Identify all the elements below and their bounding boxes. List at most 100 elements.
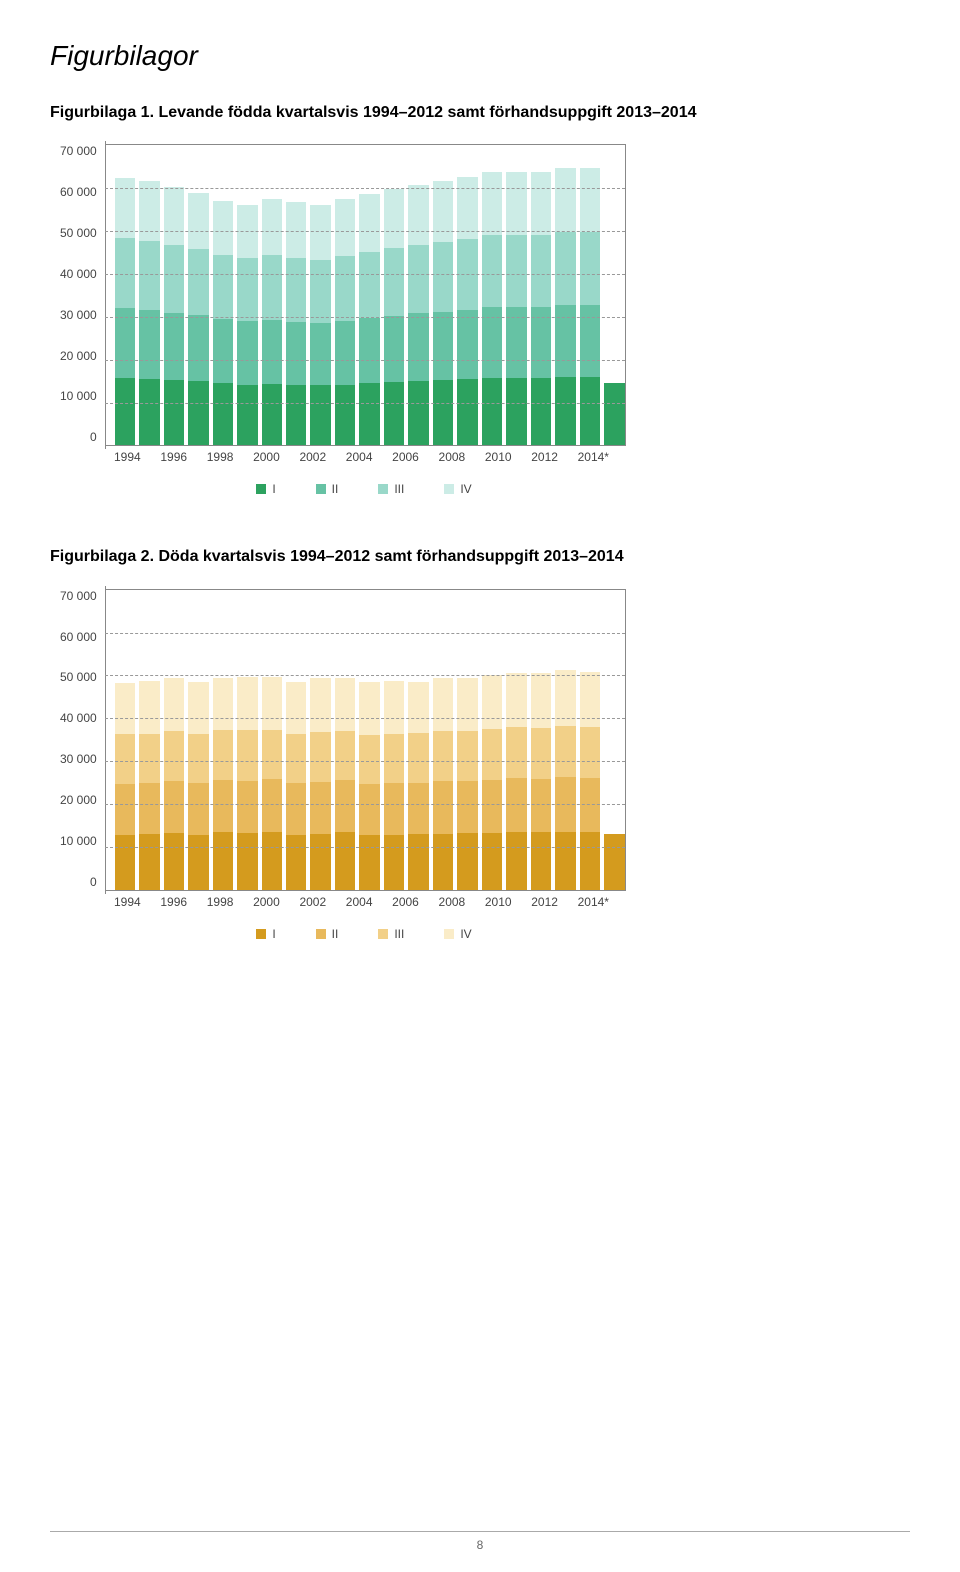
bar-segment xyxy=(482,729,502,780)
bar-segment xyxy=(115,238,135,309)
bar xyxy=(237,205,257,445)
bar-segment xyxy=(555,832,575,890)
bar-segment xyxy=(457,678,477,732)
ytick-label: 30 000 xyxy=(60,752,97,766)
bar-segment xyxy=(139,834,159,890)
bar-segment xyxy=(262,730,282,780)
bar xyxy=(555,168,575,446)
xtick-label: 2002 xyxy=(299,450,345,464)
bar xyxy=(115,683,135,890)
figure-1-plot xyxy=(105,144,626,446)
bar-segment xyxy=(115,308,135,377)
xtick-label: 2008 xyxy=(439,895,485,909)
bar-segment xyxy=(457,379,477,445)
bar xyxy=(604,834,624,890)
bar-segment xyxy=(237,385,257,446)
bar-segment xyxy=(115,683,135,734)
figure-1-yaxis: 70 00060 00050 00040 00030 00020 00010 0… xyxy=(60,144,105,444)
legend-item: III xyxy=(378,927,404,941)
bar-segment xyxy=(262,779,282,832)
bar-segment xyxy=(457,310,477,379)
ytick-label: 60 000 xyxy=(60,185,97,199)
bar xyxy=(262,677,282,890)
bar-segment xyxy=(604,834,624,890)
bar-segment xyxy=(359,194,379,252)
page-number: 8 xyxy=(477,1538,484,1552)
bar-segment xyxy=(555,377,575,446)
bar xyxy=(164,678,184,890)
legend-label: III xyxy=(394,927,404,941)
bar xyxy=(213,678,233,890)
bar-segment xyxy=(286,385,306,445)
bar-segment xyxy=(482,675,502,729)
bar xyxy=(262,199,282,445)
bar-segment xyxy=(139,783,159,834)
ytick-label: 40 000 xyxy=(60,711,97,725)
bar-segment xyxy=(408,313,428,381)
bar-segment xyxy=(531,728,551,779)
bar-segment xyxy=(359,735,379,784)
xtick-label: 2000 xyxy=(253,895,299,909)
bar-segment xyxy=(188,783,208,834)
xtick-label: 2004 xyxy=(346,895,392,909)
bar-segment xyxy=(433,380,453,445)
bar xyxy=(580,672,600,890)
bar-segment xyxy=(115,178,135,238)
figure-1-caption: Figurbilaga 1. Levande födda kvartalsvis… xyxy=(50,102,910,124)
ytick-label: 70 000 xyxy=(60,589,97,603)
figure-1: Figurbilaga 1. Levande födda kvartalsvis… xyxy=(50,102,910,496)
bar-segment xyxy=(188,682,208,734)
bar-segment xyxy=(237,321,257,384)
bar-segment xyxy=(531,378,551,446)
bar xyxy=(433,181,453,445)
figure-2-xaxis: 1994199619982000200220042006200820102012… xyxy=(104,891,624,909)
xtick-label: 2012 xyxy=(531,450,577,464)
ytick-label: 70 000 xyxy=(60,144,97,158)
page-title: Figurbilagor xyxy=(50,40,910,72)
legend-label: I xyxy=(272,927,275,941)
bar-segment xyxy=(433,834,453,890)
bar-segment xyxy=(506,727,526,778)
bar-segment xyxy=(115,734,135,783)
legend-item: I xyxy=(256,927,275,941)
bar-segment xyxy=(457,177,477,239)
bar-segment xyxy=(384,835,404,890)
figure-2-plot xyxy=(105,589,626,891)
bar xyxy=(482,675,502,890)
ytick-label: 0 xyxy=(90,875,97,889)
bar-segment xyxy=(310,782,330,834)
bar-segment xyxy=(237,833,257,890)
bar xyxy=(115,178,135,446)
legend-label: IV xyxy=(460,927,471,941)
bar xyxy=(335,199,355,445)
xtick-label: 1998 xyxy=(207,895,253,909)
xtick-label: 2014* xyxy=(578,450,624,464)
bar-segment xyxy=(433,678,453,731)
bar-segment xyxy=(335,678,355,731)
bar-segment xyxy=(213,255,233,319)
xtick-label: 1998 xyxy=(207,450,253,464)
bar-segment xyxy=(164,245,184,313)
bar-segment xyxy=(139,681,159,734)
legend-swatch xyxy=(316,484,326,494)
bar xyxy=(286,202,306,445)
legend-swatch xyxy=(256,484,266,494)
bar-segment xyxy=(213,678,233,731)
xtick-label: 2008 xyxy=(439,450,485,464)
figure-1-xaxis: 1994199619982000200220042006200820102012… xyxy=(104,446,624,464)
bar-segment xyxy=(408,733,428,782)
bar-segment xyxy=(164,380,184,445)
bar xyxy=(408,185,428,446)
bar-segment xyxy=(384,248,404,316)
bar-segment xyxy=(531,779,551,833)
bar-segment xyxy=(237,677,257,731)
bar-segment xyxy=(408,245,428,314)
bar-segment xyxy=(335,731,355,780)
bar-segment xyxy=(482,378,502,446)
bar-segment xyxy=(408,381,428,445)
bar-segment xyxy=(433,242,453,311)
legend-swatch xyxy=(378,929,388,939)
bar xyxy=(457,177,477,446)
xtick-label: 2010 xyxy=(485,895,531,909)
bar-segment xyxy=(237,730,257,780)
